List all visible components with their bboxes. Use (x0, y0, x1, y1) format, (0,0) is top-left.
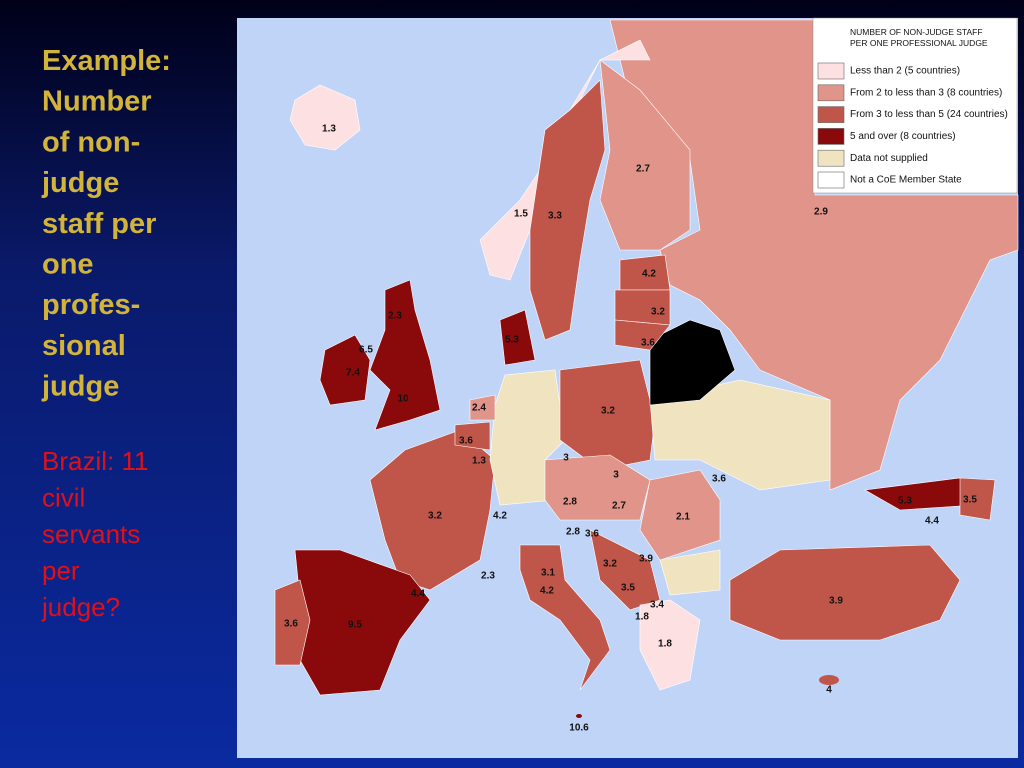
legend-swatch (817, 62, 845, 80)
map-label: 3.9 (639, 554, 653, 565)
map-label: 4.4 (411, 589, 425, 600)
map-label: 2.4 (472, 403, 486, 414)
map-label: 2.1 (676, 512, 690, 523)
legend-label: 5 and over (8 countries) (850, 131, 956, 142)
map-label: 2.3 (481, 571, 495, 582)
title-line: one (42, 249, 94, 281)
map-label: 5.3 (898, 496, 912, 507)
bulgaria (659, 549, 721, 596)
map-label: 3.6 (641, 338, 655, 349)
map-label: 2.8 (563, 497, 577, 508)
map-label: 2.9 (814, 207, 828, 218)
map-label: 3.6 (712, 474, 726, 485)
question-line: civil (42, 483, 85, 513)
question-line: per (42, 556, 80, 586)
malta (576, 714, 582, 718)
azerbaijan (959, 477, 996, 521)
map-label: 3.2 (428, 511, 442, 522)
map-label: 2.7 (636, 164, 650, 175)
central-europe (544, 454, 651, 521)
belgium (454, 421, 491, 451)
title-line: of non- (42, 126, 140, 158)
ukraine (649, 379, 831, 491)
iceland (289, 84, 361, 151)
poland (559, 359, 656, 471)
denmark (499, 309, 536, 366)
legend-swatch (817, 171, 845, 189)
map-label: 5.3 (505, 335, 519, 346)
map-label: 4.2 (540, 586, 554, 597)
sweden (529, 79, 606, 341)
map-label: 10.6 (569, 723, 589, 734)
map-label: 7.4 (346, 368, 360, 379)
title-line: judge (41, 371, 119, 403)
italy (519, 544, 611, 691)
map-label: 1.3 (472, 456, 486, 467)
map-label: 2.8 (566, 527, 580, 538)
title-line: judge (41, 167, 119, 199)
legend-swatch (817, 149, 845, 167)
romania (639, 469, 721, 561)
title-line: sional (42, 330, 126, 362)
legend-swatch (817, 106, 845, 123)
map-label: 4.4 (925, 516, 939, 527)
map-label: 3.5 (963, 495, 977, 506)
question-line: servants (42, 519, 140, 549)
map-label: 4 (826, 685, 832, 696)
legend-label: From 3 to less than 5 (24 countries) (850, 109, 1008, 120)
map-label: 3.2 (651, 307, 665, 318)
map-label: 3.2 (603, 559, 617, 570)
legend-box (812, 17, 1018, 194)
map-label: 2.7 (612, 501, 626, 512)
question-line: judge? (41, 592, 120, 622)
legend-label: Data not supplied (850, 153, 928, 164)
legend-label: From 2 to less than 3 (8 countries) (850, 87, 1002, 98)
map-label: 1.8 (658, 639, 672, 650)
question-line: Brazil: 11 (42, 446, 148, 476)
cyprus (819, 675, 839, 685)
lithuania (614, 319, 671, 351)
legend-title: NUMBER OF NON-JUDGE STAFF (850, 27, 983, 37)
ireland (319, 334, 371, 406)
map-label: 1.8 (635, 612, 649, 623)
title-line: Number (42, 86, 152, 118)
map-label: 6.5 (359, 345, 373, 356)
map-label: 3 (563, 453, 569, 464)
map-label: 3.5 (621, 583, 635, 594)
map-label: 3.6 (459, 436, 473, 447)
legend-swatch (817, 84, 845, 102)
legend-label: Less than 2 (5 countries) (850, 66, 960, 77)
map-label: 3.9 (829, 596, 843, 607)
title-line: staff per (42, 208, 156, 240)
legend-title: PER ONE PROFESSIONAL JUDGE (850, 38, 988, 48)
legend-swatch (817, 128, 845, 145)
map-label: 3.4 (650, 600, 664, 611)
map-label: 3.6 (585, 529, 599, 540)
map-label: 10 (397, 394, 409, 405)
map-label: 3.6 (284, 619, 298, 630)
title-line: Example: (42, 45, 171, 77)
netherlands (469, 394, 496, 421)
map-label: 1.5 (514, 209, 528, 220)
turkey (729, 544, 961, 641)
map-label: 4.2 (493, 511, 507, 522)
map-label: 1.3 (322, 124, 336, 135)
map-label: 3 (613, 470, 619, 481)
title-line: profes- (42, 289, 140, 321)
map-label: 2.3 (388, 311, 402, 322)
uk (369, 279, 441, 431)
greece (639, 599, 701, 691)
finland (599, 59, 691, 251)
map-label: 3.1 (541, 568, 555, 579)
legend-label: Not a CoE Member State (850, 175, 962, 186)
portugal (274, 579, 311, 666)
map-label: 9.5 (348, 620, 362, 631)
belarus (649, 319, 736, 406)
map-label: 3.2 (601, 406, 615, 417)
map-label: 4.2 (642, 269, 656, 280)
map-label: 3.3 (548, 211, 562, 222)
